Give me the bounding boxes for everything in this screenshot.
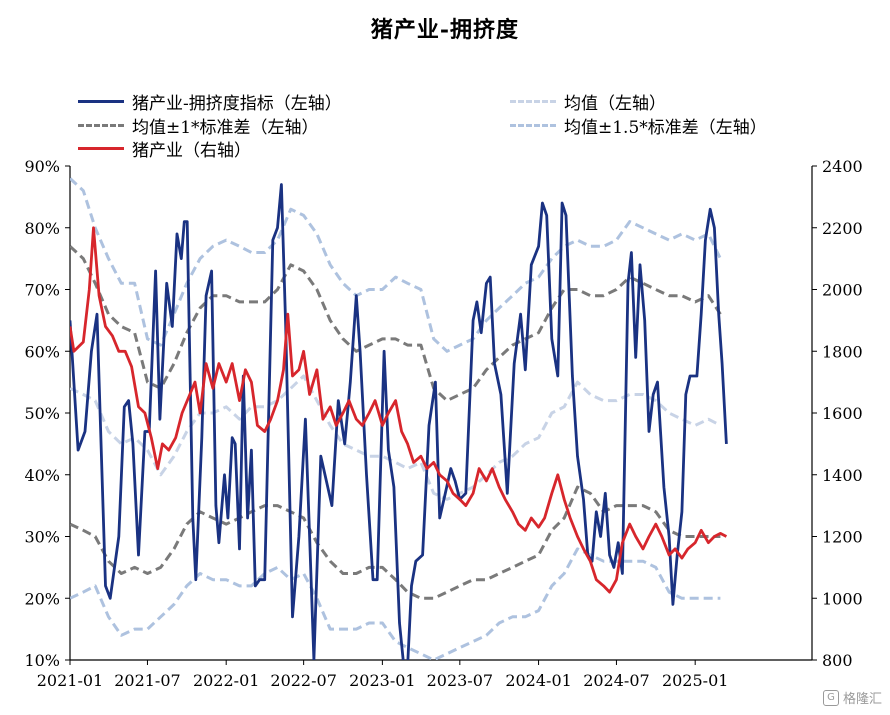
series-line-3 bbox=[70, 485, 721, 600]
legend-label: 均值±1.5*标准差（左轴） bbox=[564, 118, 767, 138]
left-axis-tick-label: 50% bbox=[24, 404, 60, 423]
left-axis-tick-label: 20% bbox=[24, 589, 60, 608]
legend-swatch bbox=[78, 124, 124, 127]
legend-swatch bbox=[78, 100, 124, 103]
right-axis-tick-label: 2400 bbox=[822, 157, 863, 176]
right-axis-tick-label: 1200 bbox=[822, 528, 863, 547]
x-axis-tick-label: 2021-07 bbox=[114, 671, 180, 690]
right-axis-tick-label: 1800 bbox=[822, 342, 863, 361]
right-axis-tick-label: 800 bbox=[822, 651, 853, 670]
x-axis-tick-label: 2025-01 bbox=[662, 671, 728, 690]
left-axis-tick-label: 30% bbox=[24, 528, 60, 547]
legend-item-mean: 均值（左轴） bbox=[510, 89, 666, 114]
legend-item-pig-industry: 猪产业（右轴） bbox=[78, 136, 251, 161]
right-axis-tick-label: 1400 bbox=[822, 466, 863, 485]
watermark-text: 格隆汇 bbox=[842, 692, 882, 707]
chart-title: 猪产业-拥挤度 bbox=[370, 17, 520, 43]
x-axis-tick-label: 2023-01 bbox=[349, 671, 415, 690]
series-line-1 bbox=[70, 374, 722, 501]
left-axis-tick-label: 60% bbox=[24, 342, 60, 361]
x-axis-tick-label: 2024-01 bbox=[505, 671, 571, 690]
x-axis-tick-label: 2021-01 bbox=[37, 671, 103, 690]
legend-item-crowding-index: 猪产业-拥挤度指标（左轴） bbox=[78, 89, 342, 114]
x-axis-tick-label: 2024-07 bbox=[583, 671, 649, 690]
legend-swatch bbox=[510, 100, 556, 103]
series-line-6 bbox=[70, 226, 728, 594]
legend-swatch bbox=[78, 147, 124, 150]
right-axis-tick-label: 2000 bbox=[822, 281, 863, 300]
legend-swatch bbox=[510, 124, 556, 127]
x-axis-tick-label: 2022-07 bbox=[270, 671, 336, 690]
watermark: G 格隆汇 bbox=[822, 688, 882, 707]
legend-item-mean-1-5sd: 均值±1.5*标准差（左轴） bbox=[510, 113, 767, 138]
series-line-4 bbox=[70, 177, 722, 353]
x-axis-tick-label: 2022-01 bbox=[193, 671, 259, 690]
legend-item-mean-1sd: 均值±1*标准差（左轴） bbox=[78, 113, 319, 138]
watermark-logo-icon: G bbox=[822, 689, 839, 706]
right-axis-tick-label: 2200 bbox=[822, 219, 863, 238]
right-axis-tick-label: 1000 bbox=[822, 589, 863, 608]
left-axis-tick-label: 40% bbox=[24, 466, 60, 485]
right-axis-tick-label: 1600 bbox=[822, 404, 863, 423]
left-axis-tick-label: 90% bbox=[24, 157, 60, 176]
legend-label: 猪产业-拥挤度指标（左轴） bbox=[132, 94, 342, 114]
series-line-0 bbox=[70, 183, 728, 660]
left-axis-tick-label: 70% bbox=[24, 281, 60, 300]
legend-label: 猪产业（右轴） bbox=[132, 141, 251, 161]
legend-label: 均值（左轴） bbox=[564, 94, 666, 114]
legend-label: 均值±1*标准差（左轴） bbox=[132, 118, 319, 138]
left-axis-tick-label: 10% bbox=[24, 651, 60, 670]
left-axis-tick-label: 80% bbox=[24, 219, 60, 238]
series-line-2 bbox=[70, 245, 722, 403]
x-axis-tick-label: 2023-07 bbox=[427, 671, 493, 690]
